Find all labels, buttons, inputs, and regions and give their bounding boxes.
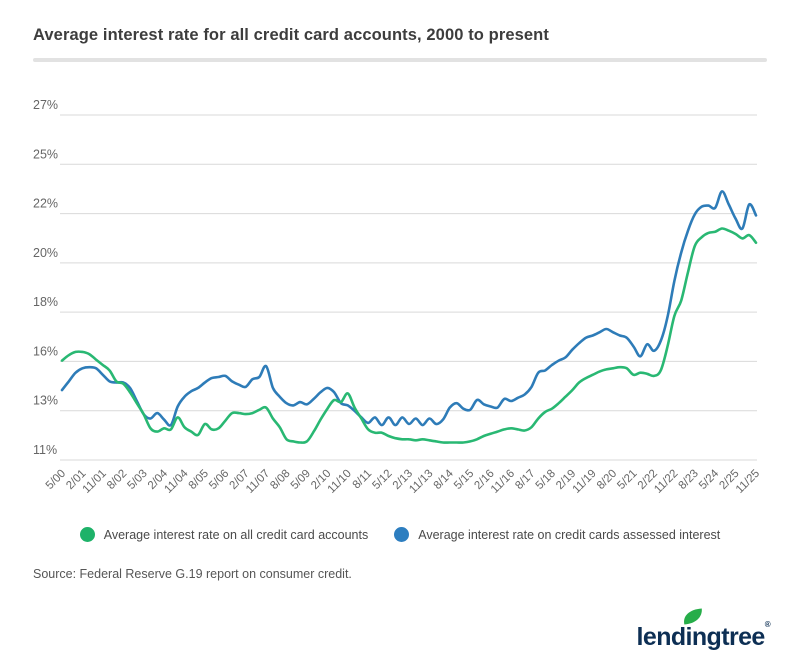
x-tick-label: 8/02 [105, 468, 129, 492]
assessed-interest-series-dot-icon [394, 527, 410, 542]
x-tick-label: 8/20 [595, 468, 619, 492]
legend-item-assessed-interest: Average interest rate on credit cards as… [394, 527, 720, 542]
series-line-all-accounts [60, 227, 758, 444]
source-note: Source: Federal Reserve G.19 report on c… [33, 567, 352, 581]
y-tick-label: 16% [33, 344, 58, 358]
x-tick-label: 5/06 [207, 468, 231, 492]
y-tick-label: 27% [33, 98, 58, 112]
y-tick-label: 18% [33, 295, 58, 309]
y-tick-label: 13% [33, 394, 58, 408]
x-tick-label: 8/11 [351, 468, 375, 492]
x-tick-label: 11/10 [326, 468, 354, 496]
x-tick-label: 5/24 [697, 467, 722, 492]
leaf-icon [683, 608, 702, 625]
x-tick-label: 11/25 [734, 468, 762, 496]
x-tick-label: 8/14 [432, 467, 457, 492]
x-tick-label: 5/00 [44, 468, 68, 492]
x-tick-label: 11/01 [81, 468, 109, 496]
y-tick-label: 20% [33, 246, 58, 260]
x-tick-label: 5/15 [452, 468, 476, 492]
x-tick-label: 5/03 [125, 468, 149, 492]
y-tick-label: 22% [33, 197, 58, 211]
x-tick-label: 11/13 [407, 468, 435, 496]
x-tick-label: 8/05 [187, 468, 211, 492]
x-tick-label: 5/18 [534, 468, 558, 492]
page-title: Average interest rate for all credit car… [33, 26, 549, 44]
title-divider [33, 58, 767, 62]
series-line-assessed-interest [60, 190, 758, 427]
x-tick-label: 8/08 [268, 468, 292, 492]
x-tick-label: 11/22 [652, 468, 680, 496]
x-tick-label: 5/21 [615, 468, 639, 492]
lendingtree-logo-wordmark: lendingtree [636, 623, 766, 651]
registered-trademark-icon: ® [764, 620, 771, 629]
lendingtree-logo-text: lendingtree® [636, 608, 771, 652]
y-tick-label: 11% [33, 443, 57, 457]
all-accounts-series-dot-icon [79, 527, 95, 542]
x-tick-label: 11/19 [571, 468, 599, 496]
x-tick-label: 8/23 [677, 468, 701, 492]
x-tick-label: 11/04 [162, 467, 191, 496]
x-tick-label: 8/17 [513, 468, 537, 492]
x-tick-label: 11/07 [244, 468, 272, 496]
lendingtree-logo: lendingtree® [636, 608, 771, 652]
y-tick-label: 25% [33, 147, 58, 161]
x-tick-label: 11/16 [489, 468, 517, 496]
legend: Average interest rate on all credit card… [0, 527, 800, 542]
x-tick-label: 5/09 [289, 468, 313, 492]
x-tick-label: 5/12 [370, 468, 394, 492]
legend-label-assessed-interest: Average interest rate on credit cards as… [418, 527, 721, 542]
legend-item-all-accounts: Average interest rate on all credit card… [79, 527, 369, 542]
legend-label-all-accounts: Average interest rate on all credit card… [103, 527, 369, 542]
